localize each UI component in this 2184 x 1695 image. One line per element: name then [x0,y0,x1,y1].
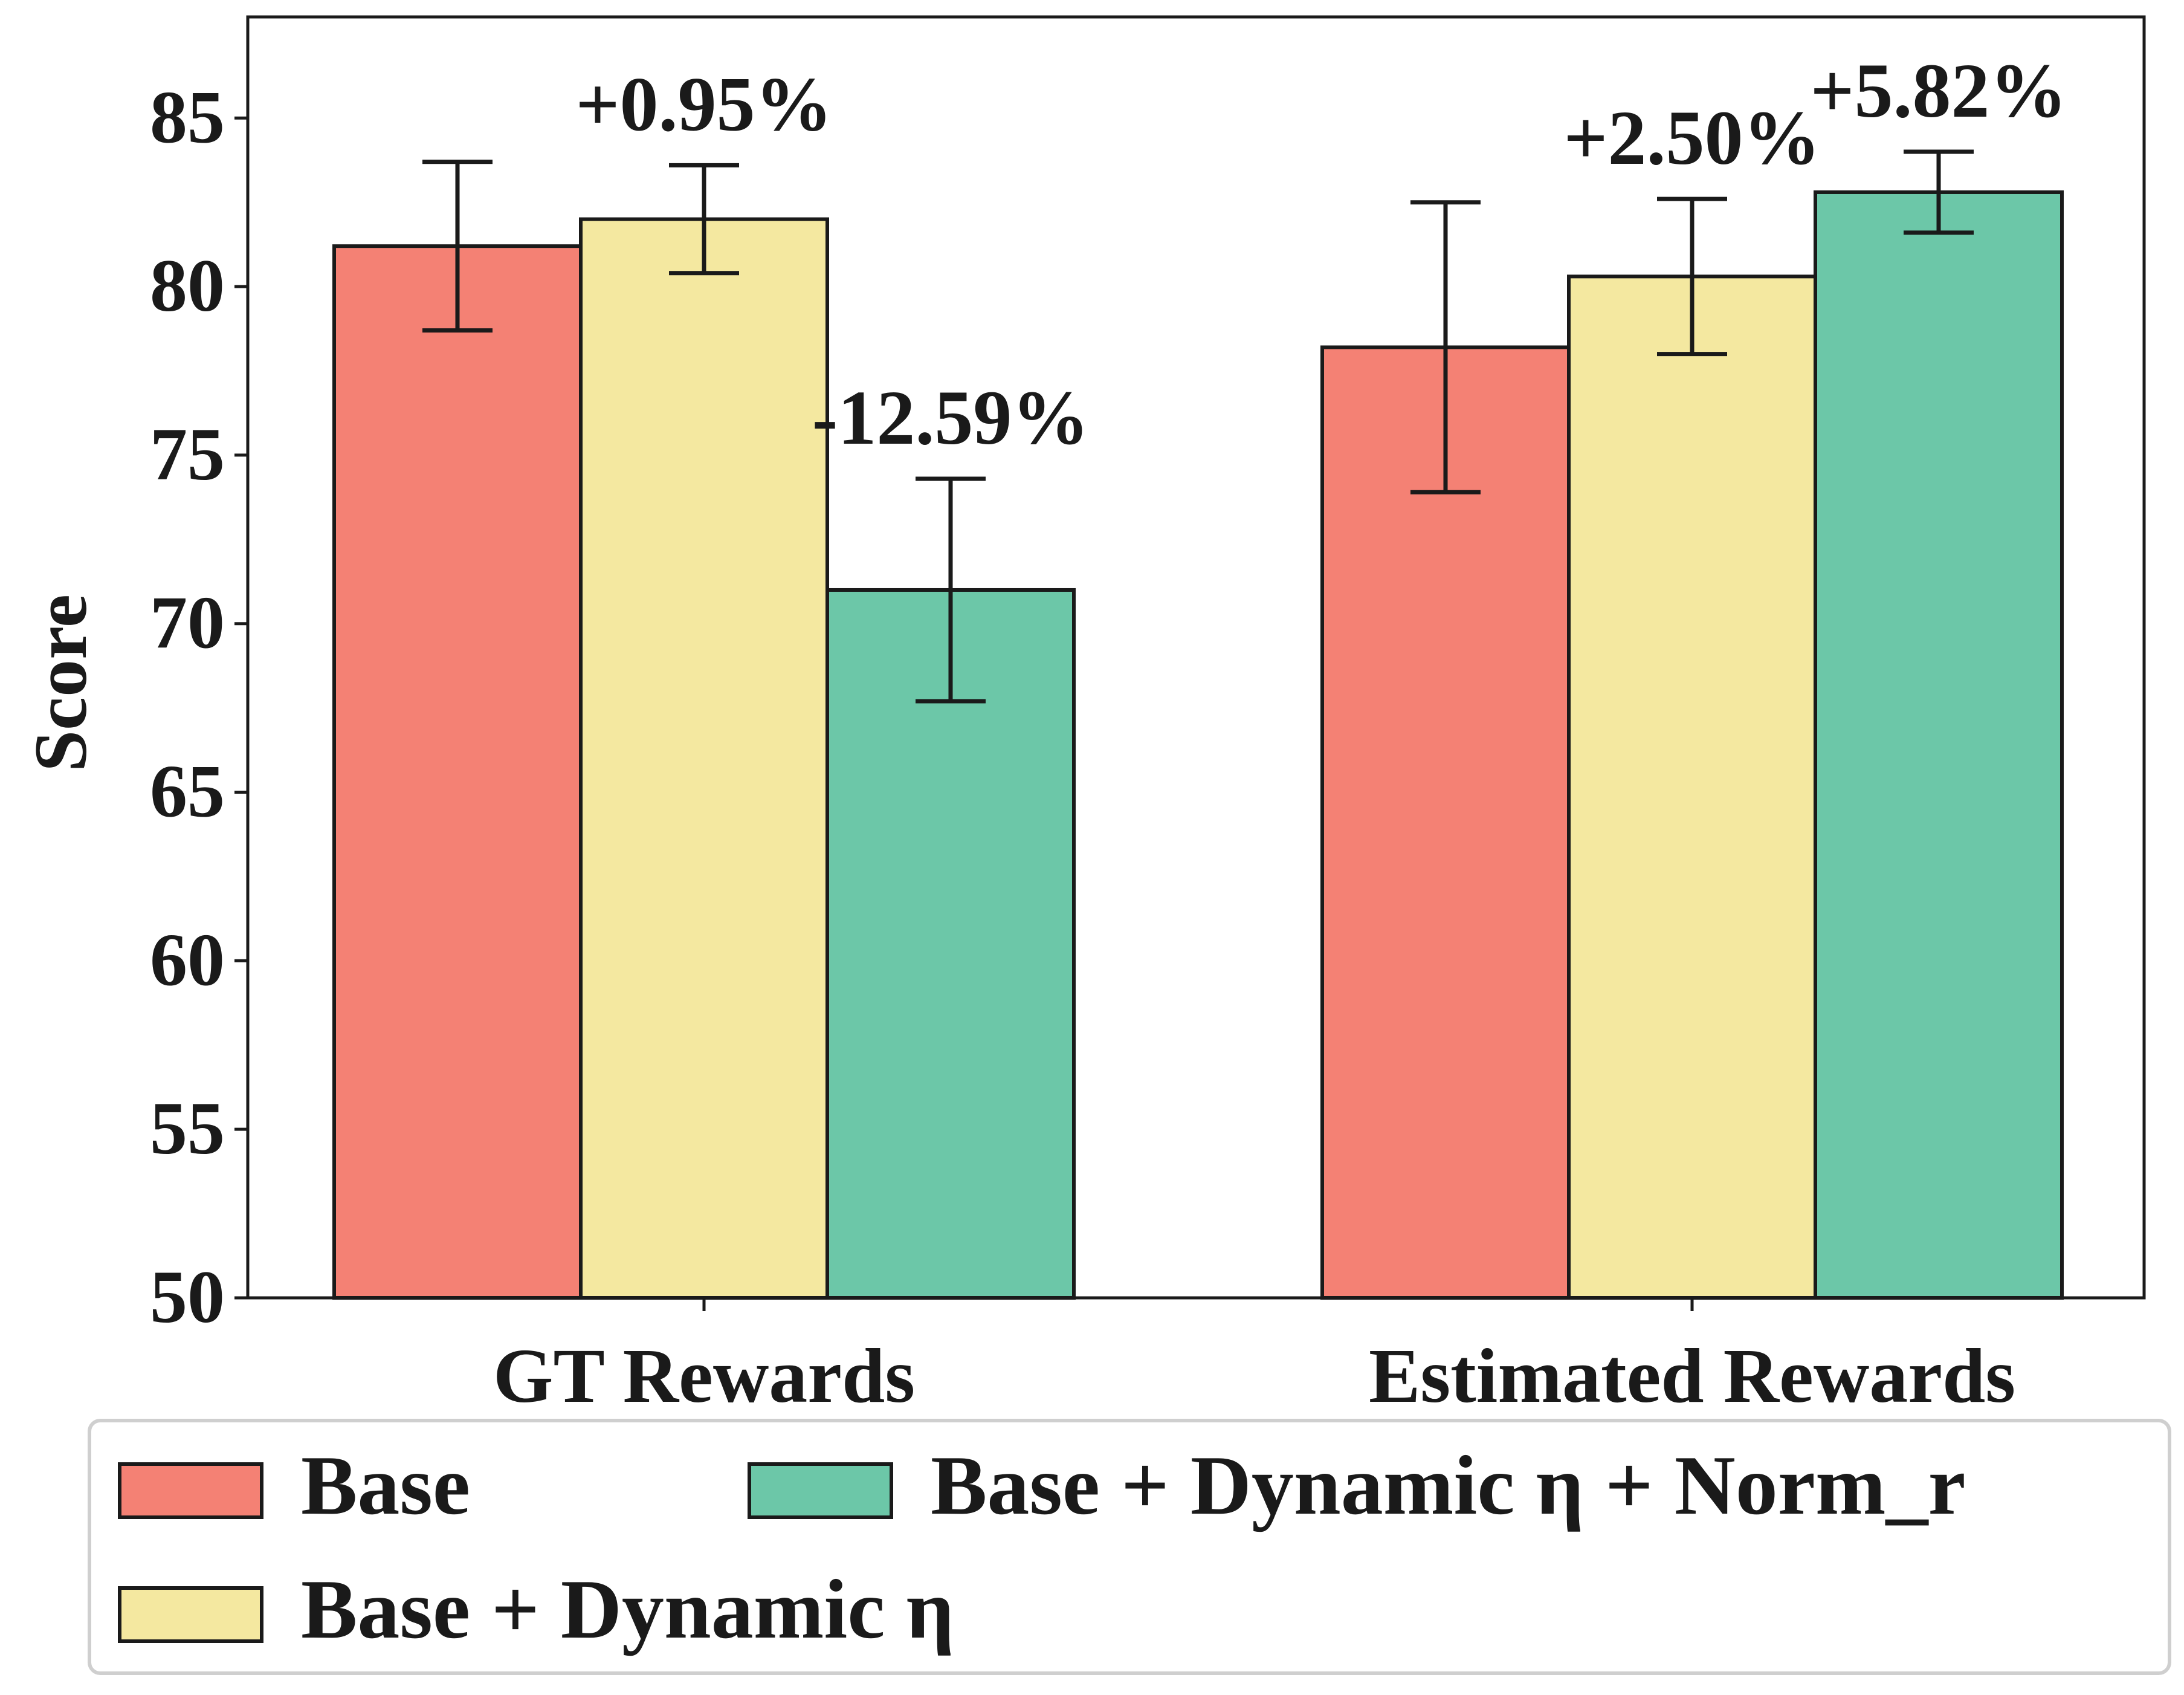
legend-swatch-1 [118,1462,263,1519]
x-category-label: GT Rewards [493,1333,915,1419]
legend-label-2: Base + Dynamic η + Norm_r [931,1439,1966,1532]
y-tick-label: 80 [150,244,225,327]
y-axis-title: Score [19,594,102,772]
legend-box [88,1419,2171,1675]
bar-2-cat-2 [1567,274,1817,1300]
plot-frame [246,15,2146,1300]
legend-label-3: Base + Dynamic η [301,1563,954,1656]
percent-change-label: -12.59% [812,375,1090,461]
percent-change-label: +5.82% [1811,48,2067,134]
percent-change-label: +2.50% [1564,95,1821,181]
bar-1-cat-1 [332,244,583,1300]
legend-label-1: Base [301,1439,470,1532]
y-tick-label: 85 [150,76,225,158]
y-tick-label: 75 [150,413,225,496]
legend-swatch-2 [748,1462,893,1519]
axes: 50 55 60 65 70 75 80 85 GT Rewards Estimated Rewa… [150,76,2015,1419]
bar-2-cat-1 [579,217,829,1300]
y-tick-label: 70 [150,582,225,664]
annotations: +0.95% -12.59% +2.50%+5.82% [576,48,2067,461]
legend: Base Base + Dynamic η + Norm_r Base + Dyna… [88,1419,2171,1675]
y-tick-label: 60 [150,918,225,1001]
error-bars [422,149,1974,704]
bar-1-cat-2 [1320,345,1571,1300]
legend-swatch-3 [118,1586,263,1643]
y-tick-label: 55 [150,1087,225,1170]
bar-3-cat-2 [1814,190,2064,1300]
y-tick-label: 65 [150,750,225,833]
percent-change-label: +0.95% [576,61,833,147]
bar-3-cat-1 [825,588,1076,1300]
x-category-label: Estimated Rewards [1369,1333,2015,1419]
bars [332,190,2064,1300]
y-tick-label: 50 [150,1256,225,1338]
